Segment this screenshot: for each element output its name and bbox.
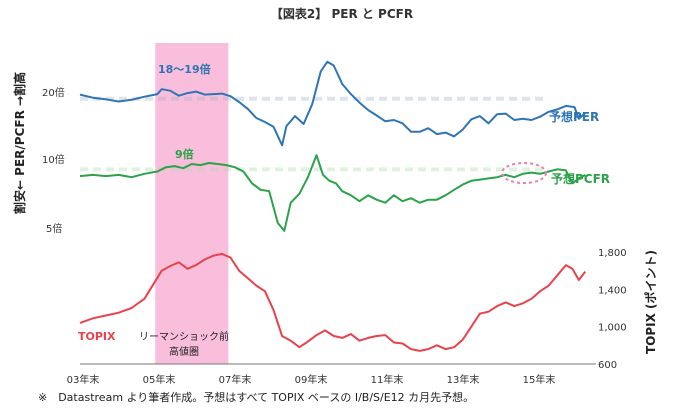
pcfr-highlight-circle bbox=[501, 162, 547, 184]
x-tick-5: 13年末 bbox=[447, 373, 480, 386]
reference-lines bbox=[80, 96, 545, 172]
highlight-label-line1: リーマンショック前 bbox=[139, 330, 229, 343]
highlight-band bbox=[155, 43, 229, 364]
per-line bbox=[79, 60, 586, 147]
footnote: ※ Datastream より筆者作成。予想はすべて TOPIX ベースの I/… bbox=[38, 391, 475, 404]
x-tick-2: 07年末 bbox=[219, 373, 252, 386]
highlight-label-line2: 高値圏 bbox=[169, 345, 199, 358]
y-right-ticks: 1,800 1,400 1,000 600 bbox=[598, 248, 627, 371]
y-right-tick-2: 1,000 bbox=[598, 323, 627, 334]
y-left-label: 割安← PER/PCFR →割高 bbox=[12, 72, 27, 214]
x-tick-6: 15年末 bbox=[523, 373, 556, 386]
topix-legend-label: TOPIX bbox=[78, 330, 116, 343]
series-layer bbox=[79, 60, 587, 352]
y-right-tick-3: 600 bbox=[598, 360, 617, 371]
x-tick-4: 11年末 bbox=[371, 373, 404, 386]
pcfr-legend-label: 予想PCFR bbox=[551, 171, 610, 186]
x-tick-0: 03年末 bbox=[67, 373, 100, 386]
x-axis-ticks: 03年末 05年末 07年末 09年末 11年末 13年末 15年末 bbox=[67, 373, 556, 386]
y-right-tick-0: 1,800 bbox=[598, 248, 627, 259]
y-left-tick-10: 10倍 bbox=[42, 153, 65, 166]
y-left-tick-5: 5倍 bbox=[46, 222, 62, 235]
chart-title: 【図表2】 PER と PCFR bbox=[271, 6, 413, 21]
pcfr-peak-annotation: 9倍 bbox=[175, 147, 194, 161]
y-right-tick-1: 1,400 bbox=[598, 285, 627, 296]
y-right-label: TOPIX (ポイント) bbox=[643, 250, 658, 354]
pcfr-line bbox=[79, 154, 586, 232]
x-tick-3: 09年末 bbox=[295, 373, 328, 386]
x-tick-1: 05年末 bbox=[143, 373, 176, 386]
per-legend-label: 予想PER bbox=[549, 109, 599, 124]
per-peak-annotation: 18～19倍 bbox=[158, 62, 211, 76]
y-left-tick-20: 20倍 bbox=[42, 86, 65, 99]
topix-line bbox=[79, 252, 587, 352]
